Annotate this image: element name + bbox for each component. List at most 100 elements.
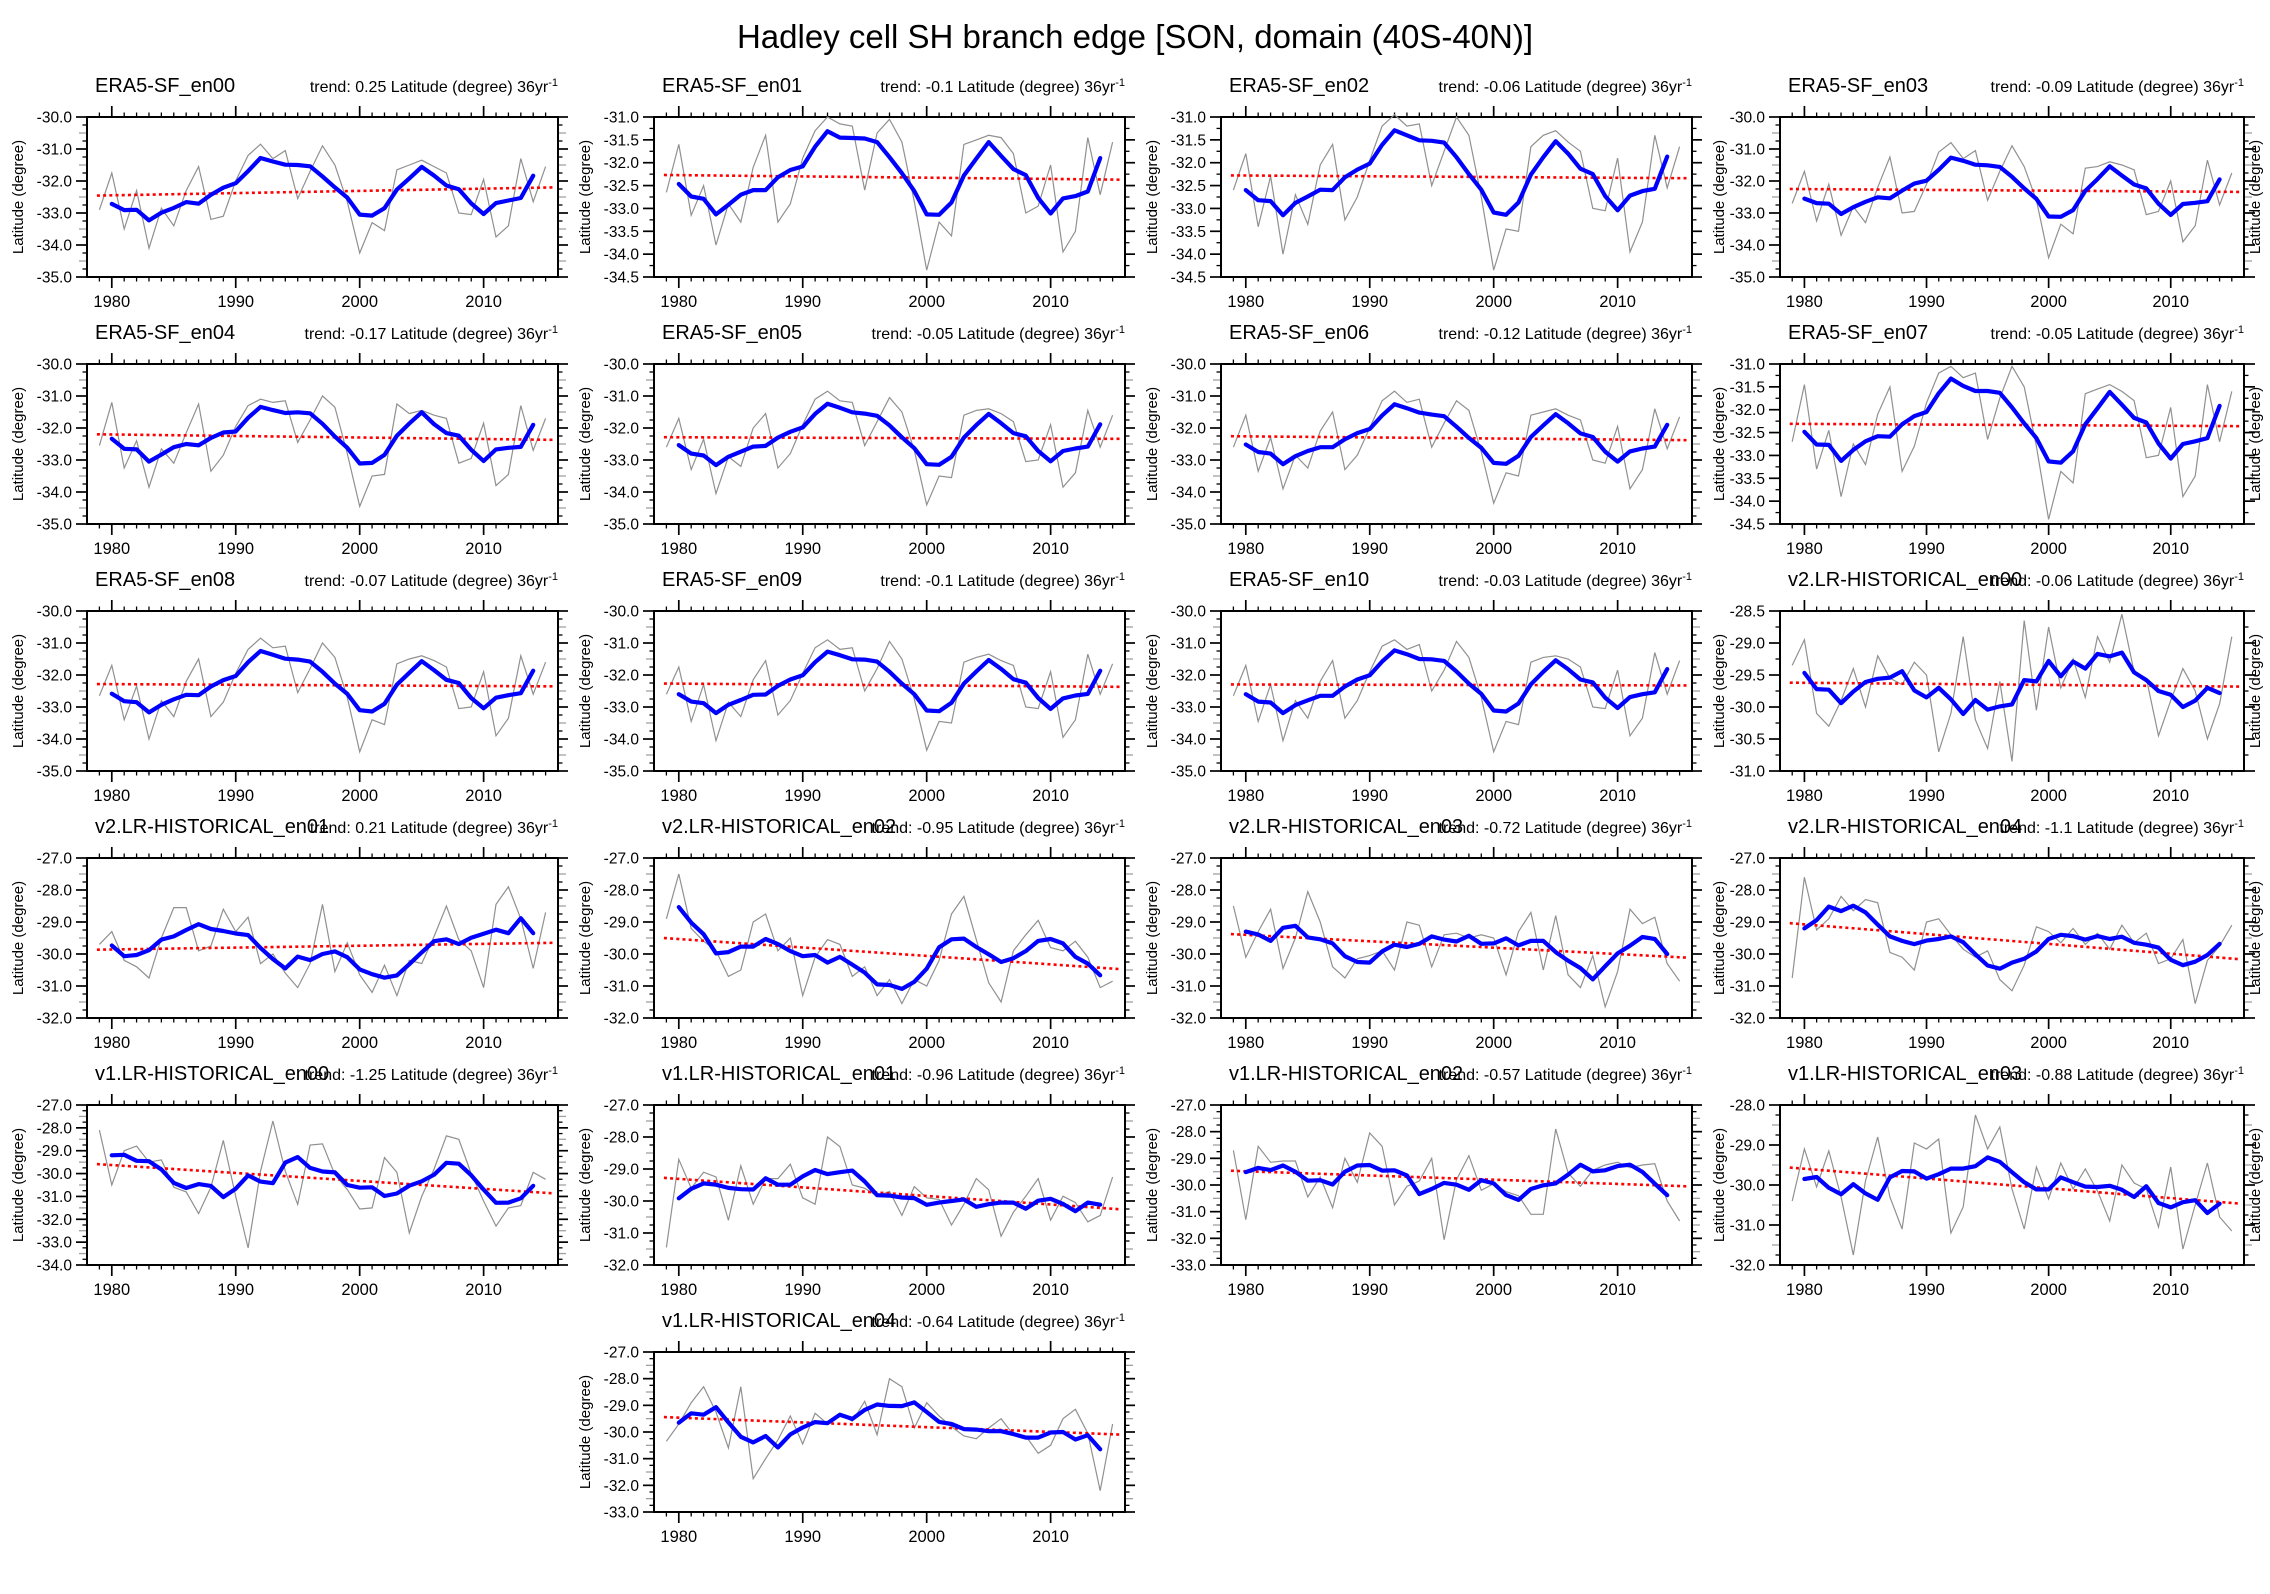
x-tick-label: 2010 bbox=[465, 787, 502, 805]
raw-series-line bbox=[98, 395, 547, 509]
y-axis-label: Latitude (degree) bbox=[577, 881, 594, 995]
panel-v2.LR-HISTORICAL_en00: v2.LR-HISTORICAL_en00 trend: -0.06 Latitu… bbox=[1702, 564, 2269, 811]
raw-series-line bbox=[1232, 639, 1681, 754]
chart-canvas: ERA5-SF_en10 trend: -0.03 Latitude (degre… bbox=[1144, 569, 1702, 805]
y-tick-label: -30.0 bbox=[1730, 947, 1766, 964]
y-tick-label: -32.0 bbox=[604, 1478, 640, 1495]
plot-box bbox=[653, 363, 1126, 525]
y-tick-label: -34.0 bbox=[37, 1258, 73, 1275]
panel-title: ERA5-SF_en06 bbox=[1229, 322, 1369, 344]
x-tick-label: 1990 bbox=[1908, 1034, 1945, 1052]
raw-series-line bbox=[1791, 877, 2233, 1004]
x-tick-label: 1980 bbox=[93, 540, 130, 558]
y-tick-label: -31.0 bbox=[1730, 142, 1766, 159]
y-axis-label: Latitude (degree) bbox=[10, 634, 27, 748]
y-tick-label: -31.0 bbox=[37, 1189, 73, 1206]
y-tick-label: -29.5 bbox=[1730, 668, 1765, 685]
y-axis-label: Latitude (degree) bbox=[10, 1128, 27, 1242]
x-tick-label: 2000 bbox=[1475, 787, 1512, 805]
panel-v2.LR-HISTORICAL_en02: v2.LR-HISTORICAL_en02 trend: -0.95 Latitu… bbox=[568, 811, 1135, 1058]
trend-line bbox=[1789, 187, 2240, 194]
y-tick-label: -29.0 bbox=[1730, 915, 1766, 932]
x-tick-label: 1990 bbox=[1908, 1281, 1945, 1299]
tick-marks bbox=[1769, 1094, 2255, 1276]
y-tick-label: -32.0 bbox=[1730, 402, 1766, 419]
y-tick-label: -30.0 bbox=[1171, 357, 1207, 374]
y-tick-label: -33.0 bbox=[1171, 201, 1207, 218]
panel-v1.LR-HISTORICAL_en01: v1.LR-HISTORICAL_en01 trend: -0.96 Latitu… bbox=[568, 1058, 1135, 1305]
y-tick-label: -28.5 bbox=[1730, 604, 1765, 621]
chart-canvas: ERA5-SF_en07 trend: -0.05 Latitude (degre… bbox=[1711, 322, 2264, 558]
trend-line bbox=[96, 941, 554, 951]
x-tick-label: 1990 bbox=[1351, 1034, 1388, 1052]
plot-box bbox=[1220, 116, 1693, 278]
plot-box bbox=[1220, 610, 1693, 772]
x-tick-label: 2000 bbox=[341, 1281, 378, 1299]
raw-series-line bbox=[1791, 141, 2233, 260]
y-tick-label: -31.0 bbox=[1171, 110, 1207, 127]
y-tick-label: -27.0 bbox=[37, 1098, 73, 1115]
y-axis-label: Latitude (degree) bbox=[577, 1375, 594, 1489]
y-axis-label: Latitude (degree) bbox=[1711, 1128, 1728, 1242]
x-tick-label: 1980 bbox=[1227, 1034, 1264, 1052]
x-tick-label: 1990 bbox=[1908, 787, 1945, 805]
panel-trend-label: trend: -0.57 Latitude (degree) 36yr-1 bbox=[1439, 1065, 1692, 1084]
x-tick-label: 1980 bbox=[1786, 1281, 1823, 1299]
plot-box bbox=[1220, 857, 1693, 1019]
y-tick-label: -33.0 bbox=[1730, 206, 1766, 223]
y-tick-label: -35.0 bbox=[37, 270, 73, 287]
y-tick-label: -30.0 bbox=[604, 357, 640, 374]
y-tick-label: -33.0 bbox=[604, 201, 640, 218]
y-tick-label: -28.0 bbox=[1171, 1124, 1207, 1141]
x-tick-label: 2010 bbox=[1032, 787, 1069, 805]
y-tick-label: -32.0 bbox=[1730, 1011, 1766, 1028]
y-axis-label-right: Latitude (degree) bbox=[2247, 387, 2264, 501]
tick-marks bbox=[1210, 600, 1702, 782]
raw-series-line bbox=[665, 116, 1114, 271]
raw-series-line bbox=[98, 637, 547, 754]
panel-title: ERA5-SF_en10 bbox=[1229, 569, 1369, 591]
trend-line bbox=[96, 186, 554, 197]
x-tick-label: 2010 bbox=[1599, 1034, 1636, 1052]
y-tick-label: -29.0 bbox=[1730, 1138, 1766, 1155]
y-axis-label: Latitude (degree) bbox=[1144, 634, 1161, 748]
panel-trend-label: trend: 0.21 Latitude (degree) 36yr-1 bbox=[310, 818, 558, 837]
x-tick-label: 2010 bbox=[465, 1034, 502, 1052]
x-tick-label: 1990 bbox=[784, 293, 821, 311]
y-tick-label: -32.0 bbox=[37, 1212, 73, 1229]
panel-v1.LR-HISTORICAL_en00: v1.LR-HISTORICAL_en00 trend: -1.25 Latitu… bbox=[1, 1058, 568, 1305]
x-tick-label: 1980 bbox=[660, 293, 697, 311]
y-tick-label: -28.0 bbox=[604, 1371, 640, 1388]
y-tick-label: -34.0 bbox=[37, 485, 73, 502]
plot-box bbox=[653, 116, 1126, 278]
x-tick-label: 2000 bbox=[908, 1034, 945, 1052]
y-tick-label: -32.0 bbox=[604, 1258, 640, 1275]
x-tick-label: 1980 bbox=[1227, 1281, 1264, 1299]
y-tick-label: -32.0 bbox=[1171, 421, 1207, 438]
x-tick-label: 2010 bbox=[2152, 1034, 2189, 1052]
smoothed-series-line bbox=[1243, 1162, 1670, 1202]
smoothed-series-line bbox=[676, 904, 1103, 991]
y-tick-label: -33.0 bbox=[1171, 453, 1207, 470]
trend-line bbox=[663, 682, 1121, 689]
y-tick-label: -30.0 bbox=[37, 604, 73, 621]
y-tick-label: -34.0 bbox=[604, 247, 640, 264]
panel-v2.LR-HISTORICAL_en03: v2.LR-HISTORICAL_en03 trend: -0.72 Latitu… bbox=[1135, 811, 1702, 1058]
y-axis-label: Latitude (degree) bbox=[10, 387, 27, 501]
y-tick-label: -29.0 bbox=[1171, 915, 1207, 932]
x-tick-label: 2000 bbox=[1475, 540, 1512, 558]
trend-line bbox=[663, 435, 1121, 441]
panel-trend-label: trend: -0.64 Latitude (degree) 36yr-1 bbox=[872, 1312, 1125, 1331]
x-tick-label: 1980 bbox=[660, 1281, 697, 1299]
y-tick-label: -35.0 bbox=[1171, 517, 1207, 534]
raw-series-line bbox=[98, 143, 547, 255]
y-tick-label: -33.0 bbox=[37, 206, 73, 223]
plot-box bbox=[653, 610, 1126, 772]
smoothed-series-line bbox=[109, 404, 536, 466]
panel-ERA5-SF_en00: ERA5-SF_en00 trend: 0.25 Latitude (degree… bbox=[1, 70, 568, 317]
panel-trend-label: trend: -0.17 Latitude (degree) 36yr-1 bbox=[305, 324, 558, 343]
y-tick-label: -32.0 bbox=[1730, 174, 1766, 191]
raw-series-line bbox=[665, 639, 1114, 753]
tick-marks bbox=[76, 847, 568, 1029]
y-tick-label: -27.0 bbox=[37, 851, 73, 868]
